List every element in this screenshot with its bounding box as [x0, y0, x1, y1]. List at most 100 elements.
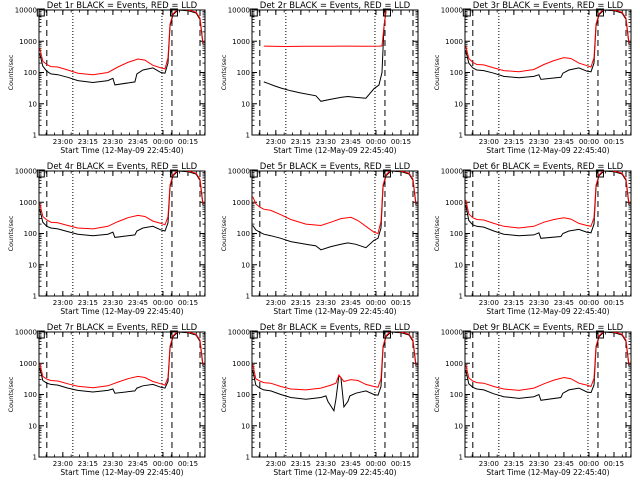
x-tick-label: 23:30: [529, 299, 549, 307]
series-red-line: [252, 332, 417, 391]
series-red-line: [465, 171, 630, 229]
y-tick-label: 100: [237, 230, 250, 238]
series-black-line: [465, 332, 630, 401]
series-red-line: [465, 10, 630, 73]
panel-title: Det 9r BLACK = Events, RED = LLD: [473, 323, 624, 333]
y-tick-label: 10000: [15, 168, 37, 176]
y-tick-label: 10000: [441, 168, 463, 176]
y-tick-label: 1: [33, 293, 37, 301]
panel-title: Det 4r BLACK = Events, RED = LLD: [47, 162, 198, 172]
marker-square: [595, 8, 604, 17]
y-tick-label: 100: [450, 391, 463, 399]
panel-9: Det 9r BLACK = Events, RED = LLD 1 10 100 10…: [433, 323, 632, 477]
x-tick-label: 23:45: [554, 299, 574, 307]
x-tick-label: 23:15: [78, 138, 98, 146]
x-tick-label: 00:00: [366, 299, 386, 307]
x-tick-label: 23:00: [266, 138, 286, 146]
series-group: [465, 10, 630, 80]
panel-title: Det 6r BLACK = Events, RED = LLD: [473, 162, 624, 172]
x-tick-label: 23:30: [529, 138, 549, 146]
x-tick-label: 23:30: [316, 299, 336, 307]
y-tick-label: 10000: [228, 168, 250, 176]
x-tick-label: 00:15: [604, 299, 624, 307]
y-tick-label: 100: [450, 230, 463, 238]
x-tick-label: 23:00: [53, 460, 73, 468]
x-tick-label: 23:30: [316, 460, 336, 468]
x-tick-label: 00:00: [153, 138, 173, 146]
y-tick-label: 1000: [445, 360, 463, 368]
y-axis-label: Counts/sec: [7, 376, 15, 412]
series-black-line: [465, 171, 630, 239]
y-tick-label: 1: [246, 454, 250, 462]
series-group: [465, 171, 630, 239]
x-tick-label: 23:30: [529, 460, 549, 468]
marker-square: [462, 8, 471, 17]
x-tick-label: 23:30: [103, 299, 123, 307]
series-red-line: [39, 332, 204, 389]
y-tick-label: 10: [28, 261, 37, 269]
x-tick-label: 00:00: [579, 138, 599, 146]
x-tick-label: 23:45: [341, 460, 361, 468]
x-axis-label: Start Time (12-May-09 22:45:40): [273, 146, 396, 155]
x-tick-label: 23:30: [103, 460, 123, 468]
marker-square: [36, 169, 45, 178]
y-tick-label: 1000: [19, 38, 37, 46]
x-tick-label: 00:00: [579, 460, 599, 468]
x-tick-label: 23:15: [291, 299, 311, 307]
series-black-line: [252, 332, 417, 413]
x-tick-label: 00:15: [604, 138, 624, 146]
series-black-line: [252, 171, 417, 251]
y-tick-label: 100: [237, 391, 250, 399]
x-tick-label: 23:45: [128, 138, 148, 146]
y-tick-label: 10: [241, 261, 250, 269]
y-tick-label: 100: [237, 69, 250, 77]
y-tick-label: 1000: [445, 199, 463, 207]
panel-title: Det 7r BLACK = Events, RED = LLD: [47, 323, 198, 333]
x-tick-label: 00:15: [178, 460, 198, 468]
x-axis-label: Start Time (12-May-09 22:45:40): [273, 307, 396, 316]
x-tick-label: 23:00: [479, 299, 499, 307]
y-tick-label: 10: [28, 422, 37, 430]
x-axis-label: Start Time (12-May-09 22:45:40): [486, 468, 609, 477]
y-tick-label: 10: [241, 100, 250, 108]
x-tick-label: 23:00: [266, 460, 286, 468]
y-tick-label: 1000: [232, 38, 250, 46]
x-tick-label: 23:00: [479, 138, 499, 146]
y-tick-label: 1000: [232, 360, 250, 368]
x-tick-label: 23:30: [316, 138, 336, 146]
marker-square: [382, 8, 391, 17]
y-tick-label: 1: [459, 293, 463, 301]
x-tick-label: 23:00: [53, 138, 73, 146]
y-tick-label: 10000: [228, 329, 250, 337]
series-group: [252, 332, 417, 413]
marker-square: [595, 330, 604, 339]
x-tick-label: 00:00: [579, 299, 599, 307]
y-tick-label: 1000: [19, 360, 37, 368]
x-axis-label: Start Time (12-May-09 22:45:40): [60, 307, 183, 316]
marker-square: [36, 330, 45, 339]
y-axis-label: Counts/sec: [433, 54, 441, 90]
y-axis-label: Counts/sec: [7, 215, 15, 251]
series-red-line: [465, 332, 630, 391]
x-tick-label: 00:15: [604, 460, 624, 468]
panel-title: Det 8r BLACK = Events, RED = LLD: [260, 323, 411, 333]
series-red-line: [252, 171, 417, 235]
x-axis-label: Start Time (12-May-09 22:45:40): [60, 146, 183, 155]
y-tick-label: 100: [24, 230, 37, 238]
marker-square: [462, 330, 471, 339]
series-black-line: [39, 332, 204, 394]
marker-square: [169, 169, 178, 178]
y-axis-label: Counts/sec: [433, 215, 441, 251]
y-tick-label: 10: [454, 100, 463, 108]
panel-7: Det 7r BLACK = Events, RED = LLD 1 10 100 10…: [7, 323, 206, 477]
x-tick-label: 23:15: [504, 138, 524, 146]
panel-6: Det 6r BLACK = Events, RED = LLD 1 10 100 10…: [433, 162, 632, 316]
panel-title: Det 1r BLACK = Events, RED = LLD: [47, 1, 198, 11]
y-tick-label: 1: [246, 293, 250, 301]
y-tick-label: 1: [246, 132, 250, 140]
x-tick-label: 23:45: [341, 138, 361, 146]
marker-square: [462, 169, 471, 178]
